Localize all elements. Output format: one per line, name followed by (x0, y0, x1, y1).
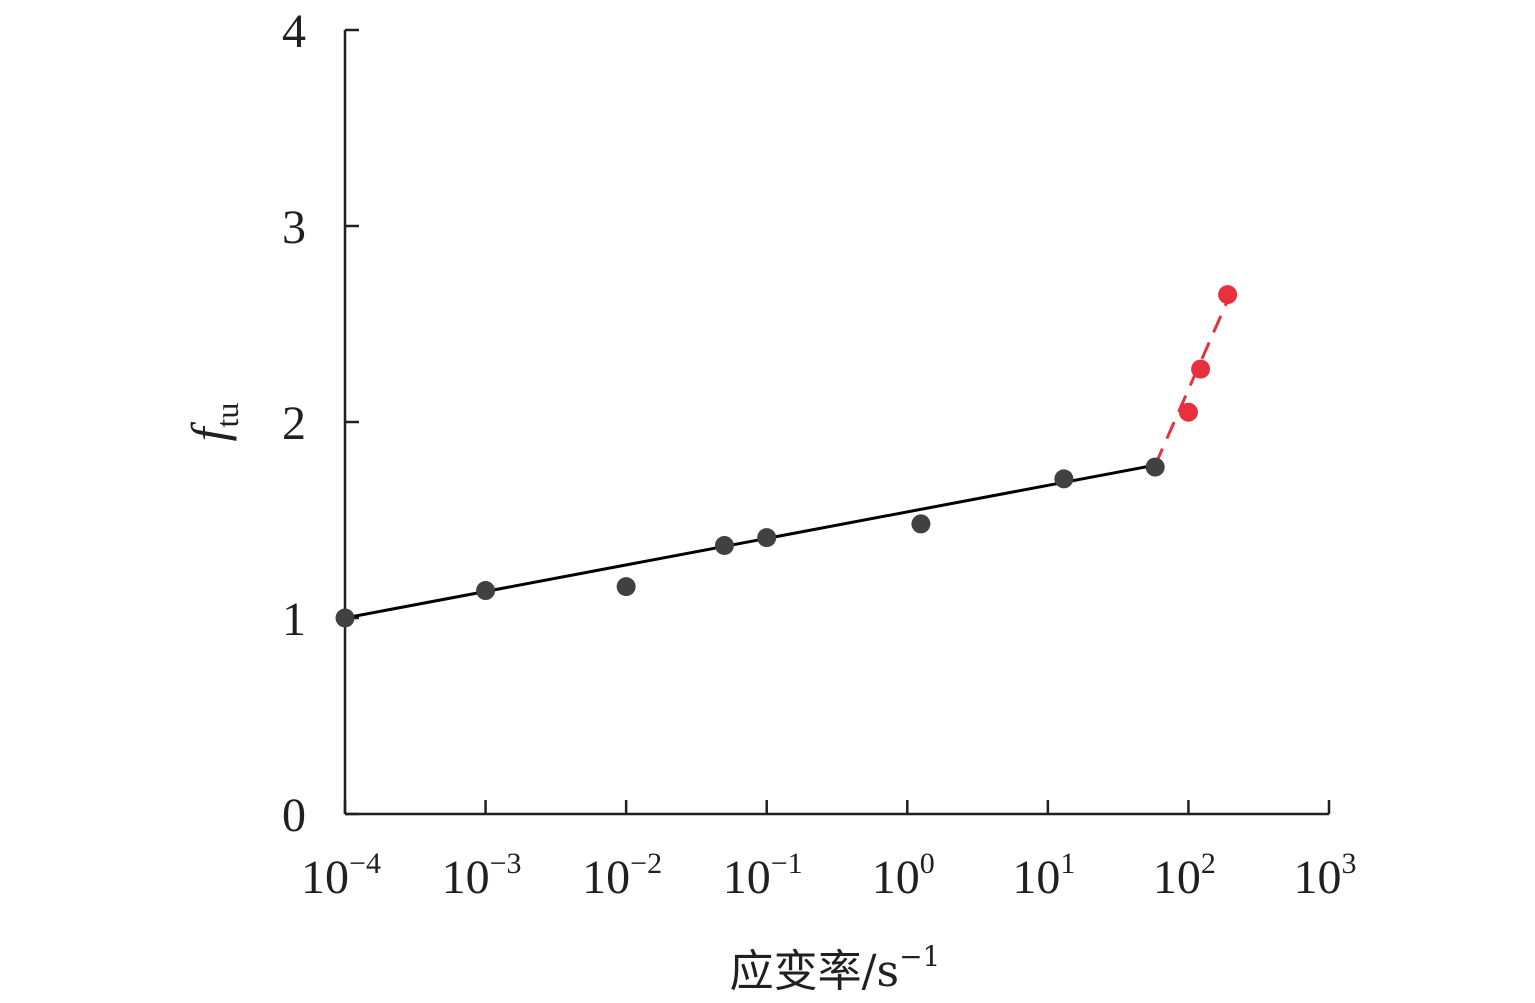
x-tick-label: 10−1 (723, 847, 803, 904)
x-tick-label: 100 (872, 847, 935, 904)
data-point (1145, 457, 1165, 477)
x-axis-title-exponent: −1 (899, 940, 940, 973)
y-tick-label: 1 (282, 593, 306, 646)
y-axis-title-subscript: tu (209, 403, 245, 428)
data-point (335, 608, 355, 628)
fit-lines (344, 299, 1229, 620)
y-tick-label: 3 (282, 201, 306, 254)
y-tick-label: 4 (282, 5, 306, 58)
y-tick-label: 0 (282, 789, 306, 842)
y-tick-label: 2 (282, 397, 306, 450)
x-ticks: 10−4 10−3 10−2 10−1 100 101 102 103 (301, 800, 1357, 904)
x-tick-label: 10−2 (582, 847, 662, 904)
x-tick-label: 10−4 (301, 847, 381, 904)
x-tick-label: 102 (1153, 847, 1216, 904)
x-axis-title-text: 应变率/s (730, 946, 899, 997)
x-tick-label: 101 (1012, 847, 1075, 904)
data-point (616, 577, 636, 597)
axes (343, 30, 1329, 816)
y-ticks: 0 1 2 3 4 (282, 5, 359, 842)
data-point (714, 535, 734, 555)
data-point (911, 514, 931, 534)
data-point (757, 528, 777, 548)
y-axis-title: ftu (181, 403, 245, 442)
data-point (1191, 359, 1211, 379)
x-tick-label: 10−3 (442, 847, 522, 904)
data-point (476, 581, 496, 601)
x-axis-title: 应变率/s−1 (730, 940, 941, 997)
data-point (1178, 402, 1198, 422)
dashed-fit-line (1153, 299, 1229, 466)
svg-text:ftu: ftu (181, 403, 245, 442)
x-tick-label: 103 (1294, 847, 1357, 904)
data-points (335, 285, 1238, 628)
solid-fit-line (344, 463, 1156, 620)
data-point (1054, 469, 1074, 489)
data-point (1218, 285, 1238, 305)
